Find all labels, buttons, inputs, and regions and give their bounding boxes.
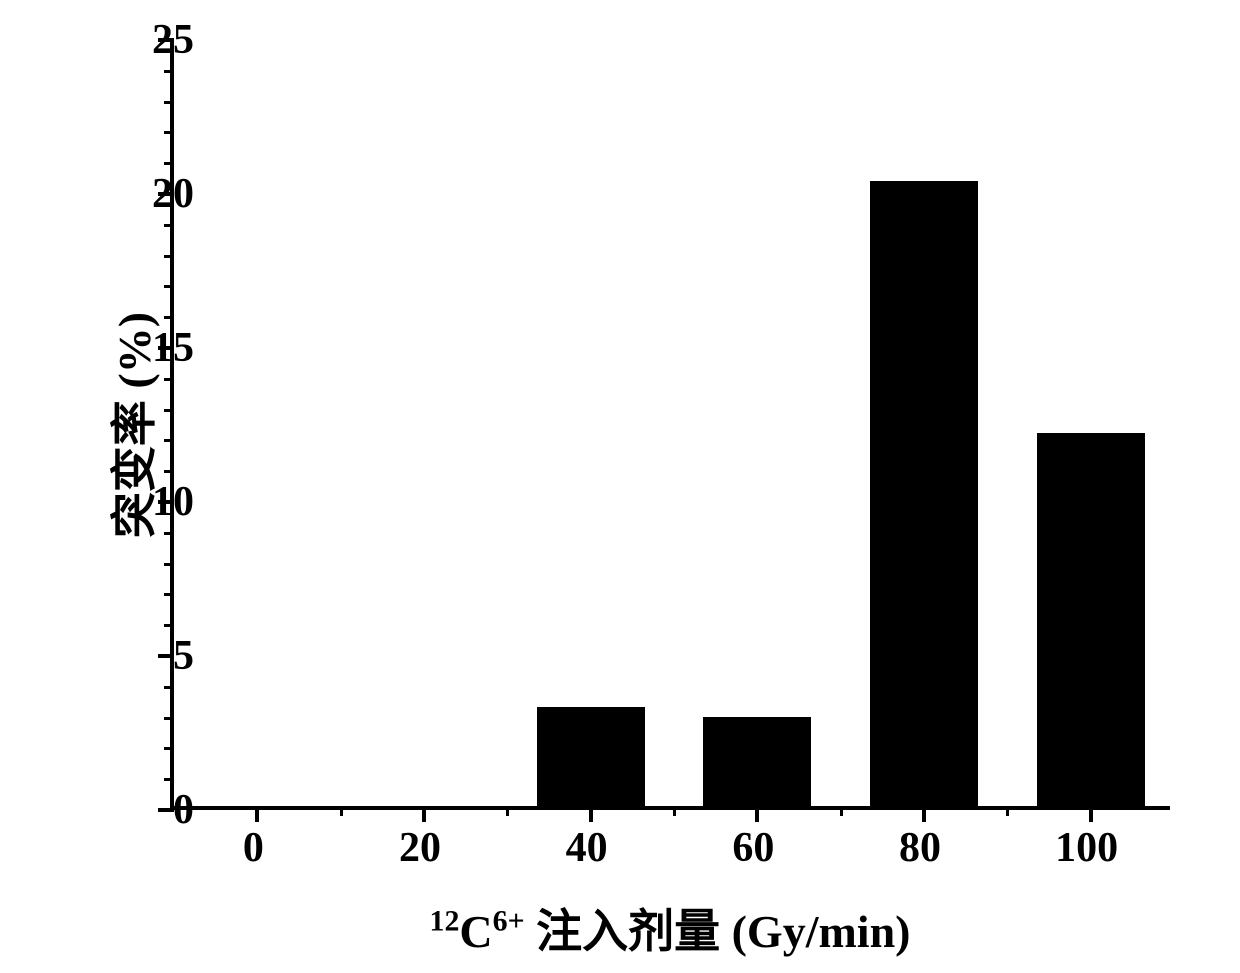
y-minor-tick [164,255,174,258]
y-minor-tick [164,378,174,381]
y-tick-label: 0 [173,786,194,834]
y-tick-label: 20 [152,170,194,218]
y-tick-label: 15 [152,324,194,372]
y-tick-label: 10 [152,478,194,526]
y-tick [158,654,174,658]
y-minor-tick [164,409,174,412]
y-minor-tick [164,70,174,73]
y-minor-tick [164,593,174,596]
x-title-prefix-sup: 12 [430,905,460,938]
y-minor-tick [164,224,174,227]
x-minor-tick [506,806,509,816]
x-title-rest: 注入剂量 (Gy/min) [525,906,911,957]
y-minor-tick [164,439,174,442]
y-minor-tick [164,470,174,473]
x-tick-label: 0 [243,824,264,872]
y-tick-label: 25 [152,16,194,64]
x-tick-label: 40 [566,824,608,872]
x-minor-tick [840,806,843,816]
x-tick-label: 80 [899,824,941,872]
y-tick-label: 5 [173,632,194,680]
bar-chart: 突变率 (%) 12C6+ 注入剂量 (Gy/min) 051015202502… [0,0,1240,973]
bar [1037,433,1145,806]
x-tick [1089,806,1093,822]
x-axis-title: 12C6+ 注入剂量 (Gy/min) [430,895,911,961]
y-minor-tick [164,101,174,104]
y-minor-tick [164,285,174,288]
x-tick [255,806,259,822]
plot-area [170,40,1170,810]
x-title-suffix-sup: 6+ [493,905,525,938]
y-minor-tick [164,778,174,781]
x-tick-label: 60 [732,824,774,872]
x-tick [589,806,593,822]
y-minor-tick [164,316,174,319]
x-tick [422,806,426,822]
x-minor-tick [673,806,676,816]
x-tick [755,806,759,822]
y-minor-tick [164,162,174,165]
y-minor-tick [164,563,174,566]
x-tick-label: 20 [399,824,441,872]
y-minor-tick [164,532,174,535]
y-minor-tick [164,624,174,627]
x-tick [922,806,926,822]
y-minor-tick [164,131,174,134]
x-title-base: C [459,906,492,957]
x-minor-tick [1006,806,1009,816]
bar [870,181,978,806]
y-minor-tick [164,686,174,689]
x-minor-tick [340,806,343,816]
y-minor-tick [164,717,174,720]
bar [537,707,645,806]
y-tick [158,808,174,812]
bar [703,717,811,806]
x-tick-label: 100 [1055,824,1118,872]
y-minor-tick [164,747,174,750]
